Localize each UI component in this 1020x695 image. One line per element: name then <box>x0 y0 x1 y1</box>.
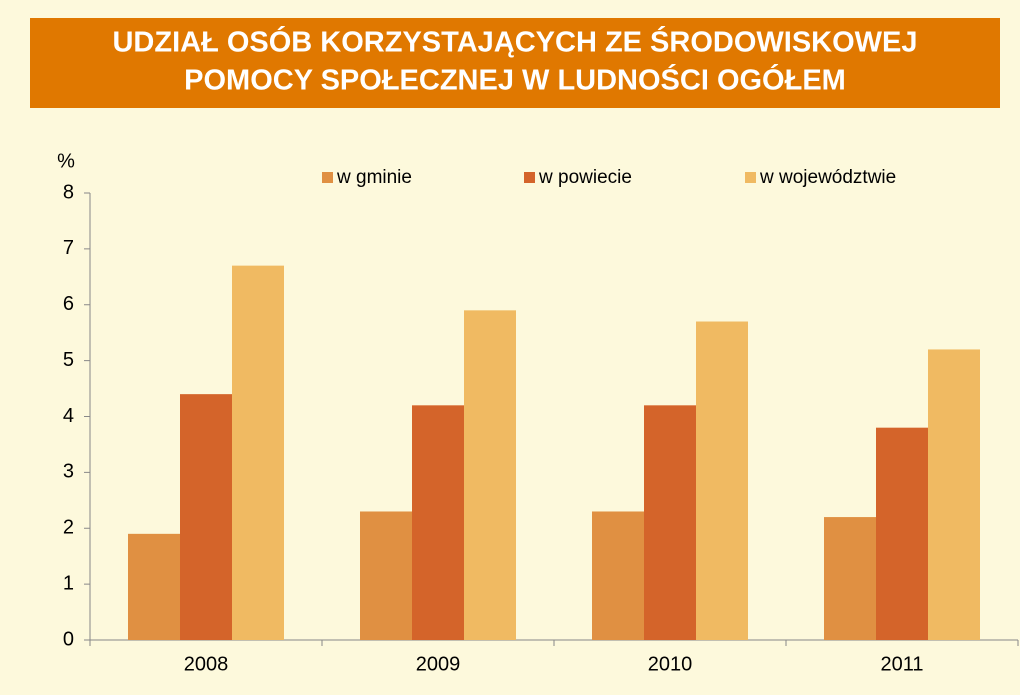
legend-label: w gminie <box>336 167 412 188</box>
bar <box>876 427 928 640</box>
legend-label: w województwie <box>759 167 896 188</box>
y-tick-label: 4 <box>63 405 74 427</box>
y-tick-label: 3 <box>63 461 74 483</box>
bar <box>360 511 412 640</box>
x-tick-label: 2011 <box>880 653 923 675</box>
y-tick-label: 6 <box>63 293 74 315</box>
bar <box>592 511 644 640</box>
bar <box>696 321 748 640</box>
legend-swatch <box>322 172 333 183</box>
legend-swatch <box>524 172 535 183</box>
legend-swatch <box>745 172 756 183</box>
y-tick-label: 8 <box>63 181 74 203</box>
bar <box>180 394 232 640</box>
y-tick-label: 0 <box>63 628 74 650</box>
x-tick-label: 2008 <box>184 653 229 675</box>
title-banner <box>30 18 1000 108</box>
bar <box>412 405 464 640</box>
chart-title: POMOCY SPOŁECZNEJ W LUDNOŚCI OGÓŁEM <box>184 63 846 97</box>
chart-title: UDZIAŁ OSÓB KORZYSTAJĄCYCH ZE ŚRODOWISKO… <box>112 25 917 59</box>
bar <box>644 405 696 640</box>
bar <box>928 349 980 640</box>
y-axis-label: % <box>57 150 75 172</box>
bar <box>824 517 876 640</box>
y-tick-label: 2 <box>63 517 74 539</box>
bar <box>464 310 516 640</box>
x-tick-label: 2009 <box>416 653 461 675</box>
x-tick-label: 2010 <box>648 653 693 675</box>
y-tick-label: 5 <box>63 349 74 371</box>
y-tick-label: 7 <box>63 237 74 259</box>
bar <box>128 533 180 640</box>
legend-label: w powiecie <box>538 167 632 188</box>
bar <box>232 265 284 640</box>
y-tick-label: 1 <box>63 572 74 594</box>
